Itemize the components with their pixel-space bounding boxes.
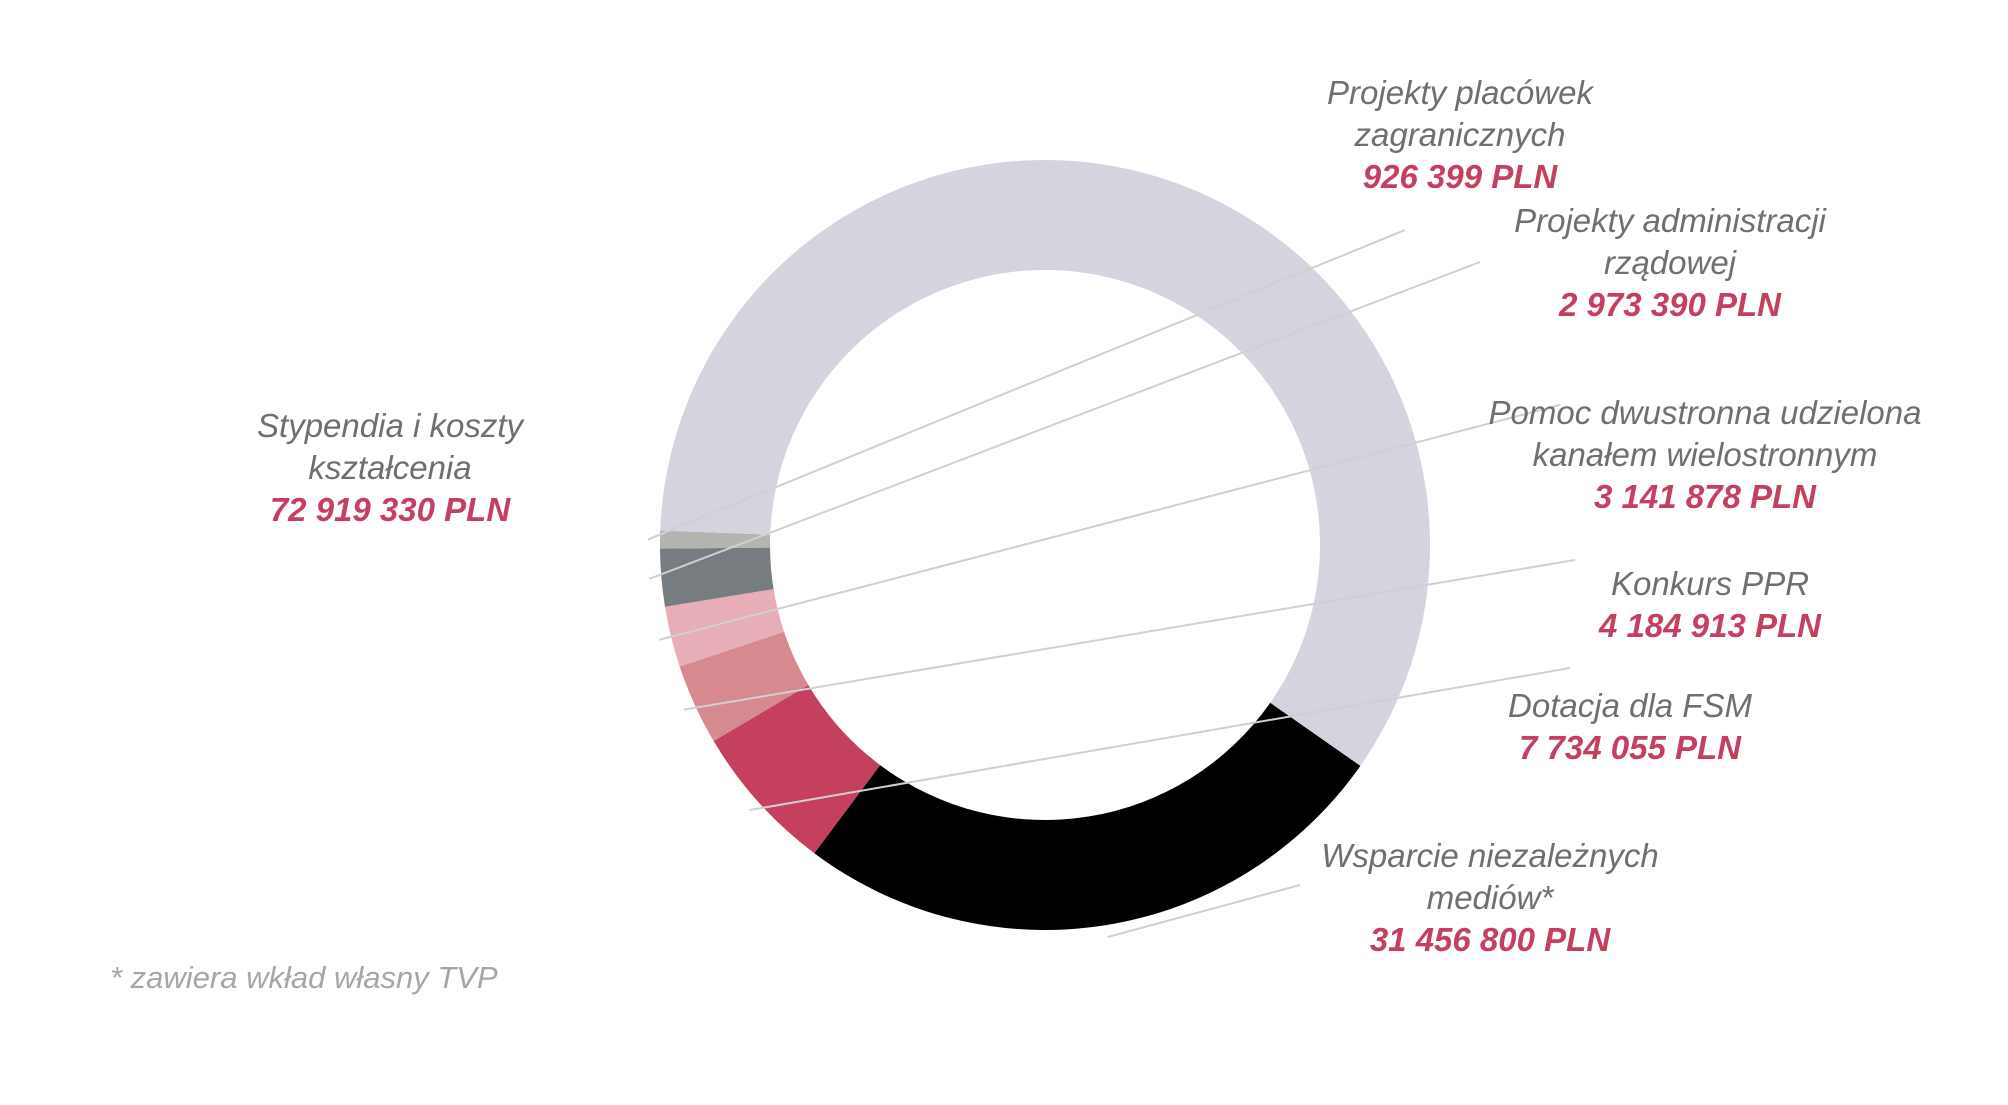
label-projekty-placowek: Projekty placówek zagranicznych 926 399 … [1280, 72, 1640, 198]
label-wsparcie-mediow: Wsparcie niezależnych mediów* 31 456 800… [1300, 835, 1680, 961]
slice-value: 926 399 PLN [1362, 158, 1558, 195]
slice-value: 3 141 878 PLN [1594, 478, 1816, 515]
leader-line-1 [749, 667, 1571, 812]
leader-line-2 [683, 559, 1576, 711]
slice-value: 2 973 390 PLN [1559, 286, 1781, 323]
slice-label: Projekty administracji rządowej [1514, 202, 1826, 281]
slice-value: 72 919 330 PLN [269, 491, 511, 528]
label-pomoc-dwustronna: Pomoc dwustronna udzielona kanałem wielo… [1480, 392, 1930, 518]
slice-4 [660, 547, 774, 607]
donut-slices [660, 159, 1430, 930]
label-konkurs-ppr: Konkurs PPR 4 184 913 PLN [1560, 563, 1860, 647]
slice-value: 4 184 913 PLN [1599, 607, 1821, 644]
slice-3 [664, 589, 785, 667]
slice-label: Projekty placówek zagranicznych [1327, 74, 1593, 153]
slice-label: Pomoc dwustronna udzielona kanałem wielo… [1488, 394, 1922, 473]
slice-value: 31 456 800 PLN [1369, 921, 1611, 958]
label-stypendia: Stypendia i koszty kształcenia 72 919 33… [240, 405, 540, 531]
slice-2 [679, 631, 809, 742]
footnote: * zawiera wkład własny TVP [110, 960, 498, 995]
leader-line-5 [647, 229, 1406, 541]
leader-line-4 [649, 261, 1481, 580]
slice-0 [814, 702, 1361, 930]
slice-label: Stypendia i koszty kształcenia [257, 407, 523, 486]
slice-label: Dotacja dla FSM [1508, 687, 1752, 724]
leader-line-0 [1107, 884, 1301, 938]
label-projekty-administracji: Projekty administracji rządowej 2 973 39… [1490, 200, 1850, 326]
slice-6 [660, 159, 1430, 766]
label-dotacja-fsm: Dotacja dla FSM 7 734 055 PLN [1480, 685, 1780, 769]
leader-line-3 [659, 404, 1561, 641]
slice-1 [713, 685, 881, 854]
slice-label: Konkurs PPR [1610, 565, 1810, 602]
slice-label: Wsparcie niezależnych mediów* [1321, 837, 1659, 916]
leader-lines [647, 229, 1576, 938]
slice-value: 7 734 055 PLN [1519, 729, 1741, 766]
